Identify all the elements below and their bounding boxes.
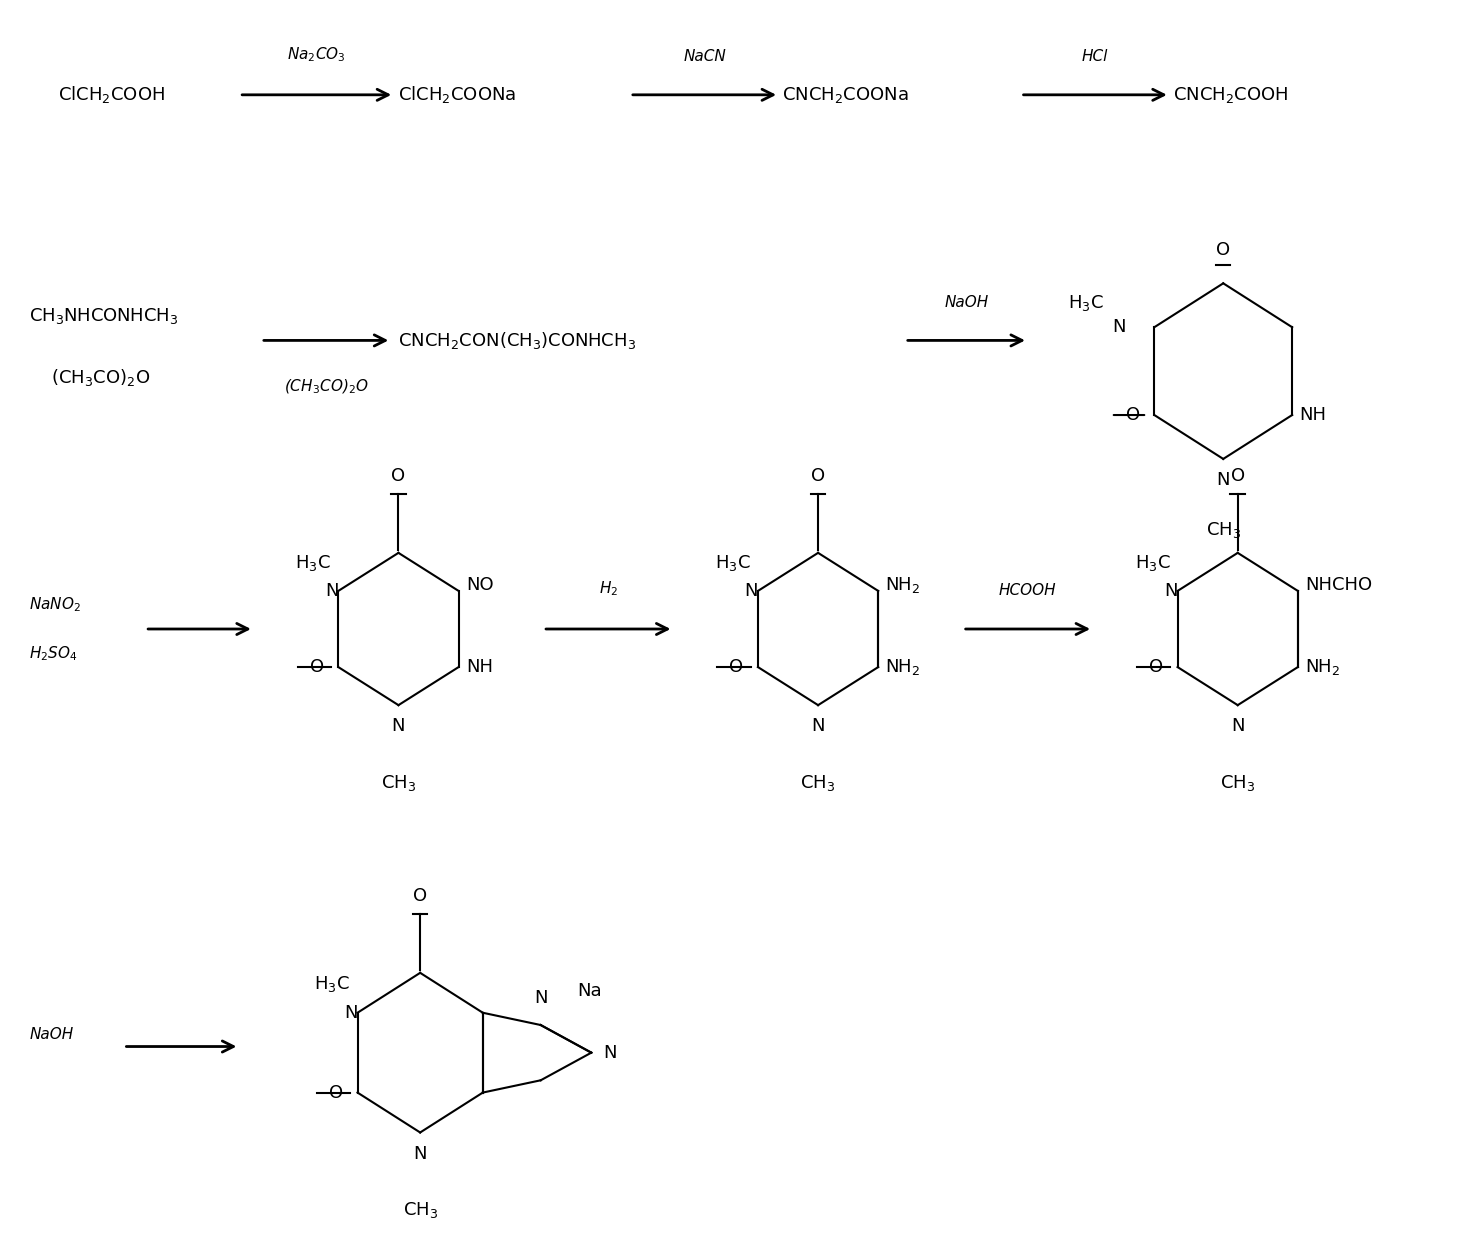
- Text: O: O: [414, 887, 427, 906]
- Text: NHCHO: NHCHO: [1306, 576, 1372, 594]
- Text: ClCH$_2$COOH: ClCH$_2$COOH: [59, 84, 165, 106]
- Text: H$_3$C: H$_3$C: [315, 975, 350, 994]
- Text: NaOH: NaOH: [30, 1027, 74, 1042]
- Text: O: O: [730, 658, 743, 676]
- Text: CH$_3$: CH$_3$: [1220, 772, 1255, 793]
- Text: H$_3$C: H$_3$C: [295, 552, 331, 572]
- Text: NH$_2$: NH$_2$: [886, 575, 920, 595]
- Text: O: O: [811, 467, 826, 486]
- Text: N: N: [344, 1004, 357, 1021]
- Text: Na: Na: [578, 982, 601, 1000]
- Text: HCOOH: HCOOH: [998, 584, 1056, 599]
- Text: CH$_3$: CH$_3$: [801, 772, 836, 793]
- Text: O: O: [1149, 658, 1162, 676]
- Text: NH: NH: [1300, 406, 1326, 424]
- Text: (CH$_3$CO)$_2$O: (CH$_3$CO)$_2$O: [52, 367, 151, 387]
- Text: O: O: [1230, 467, 1245, 486]
- Text: N: N: [603, 1044, 616, 1062]
- Text: NH$_2$: NH$_2$: [886, 657, 920, 677]
- Text: CH$_3$: CH$_3$: [381, 772, 417, 793]
- Text: CH$_3$NHCONHCH$_3$: CH$_3$NHCONHCH$_3$: [30, 306, 179, 326]
- Text: O: O: [329, 1083, 343, 1102]
- Text: NO: NO: [465, 576, 493, 594]
- Text: O: O: [1216, 240, 1230, 259]
- Text: N: N: [414, 1145, 427, 1162]
- Text: H$_2$SO$_4$: H$_2$SO$_4$: [30, 644, 78, 663]
- Text: O: O: [391, 467, 406, 486]
- Text: N: N: [1164, 582, 1177, 600]
- Text: (CH$_3$CO)$_2$O: (CH$_3$CO)$_2$O: [284, 377, 369, 396]
- Text: Na$_2$CO$_3$: Na$_2$CO$_3$: [288, 45, 346, 64]
- Text: CNCH$_2$CON(CH$_3$)CONHCH$_3$: CNCH$_2$CON(CH$_3$)CONHCH$_3$: [399, 330, 637, 351]
- Text: CH$_3$: CH$_3$: [403, 1200, 437, 1220]
- Text: NaCN: NaCN: [684, 49, 725, 64]
- Text: NaOH: NaOH: [944, 294, 988, 309]
- Text: HCl: HCl: [1083, 49, 1108, 64]
- Text: CNCH$_2$COONa: CNCH$_2$COONa: [781, 84, 908, 104]
- Text: N: N: [744, 582, 758, 600]
- Text: N: N: [325, 582, 338, 600]
- Text: O: O: [310, 658, 323, 676]
- Text: H$_3$C: H$_3$C: [1068, 293, 1103, 313]
- Text: NH$_2$: NH$_2$: [1306, 657, 1341, 677]
- Text: H$_2$: H$_2$: [598, 580, 617, 599]
- Text: N: N: [1112, 318, 1125, 336]
- Text: N: N: [1230, 717, 1245, 736]
- Text: H$_3$C: H$_3$C: [715, 552, 750, 572]
- Text: CNCH$_2$COOH: CNCH$_2$COOH: [1173, 84, 1288, 104]
- Text: N: N: [1217, 472, 1230, 489]
- Text: ClCH$_2$COONa: ClCH$_2$COONa: [399, 84, 517, 106]
- Text: O: O: [1125, 406, 1140, 424]
- Text: NaNO$_2$: NaNO$_2$: [30, 595, 81, 614]
- Text: H$_3$C: H$_3$C: [1134, 552, 1170, 572]
- Text: N: N: [391, 717, 405, 736]
- Text: CH$_3$: CH$_3$: [1205, 521, 1241, 541]
- Text: N: N: [535, 989, 548, 1006]
- Text: N: N: [811, 717, 824, 736]
- Text: NH: NH: [465, 658, 493, 676]
